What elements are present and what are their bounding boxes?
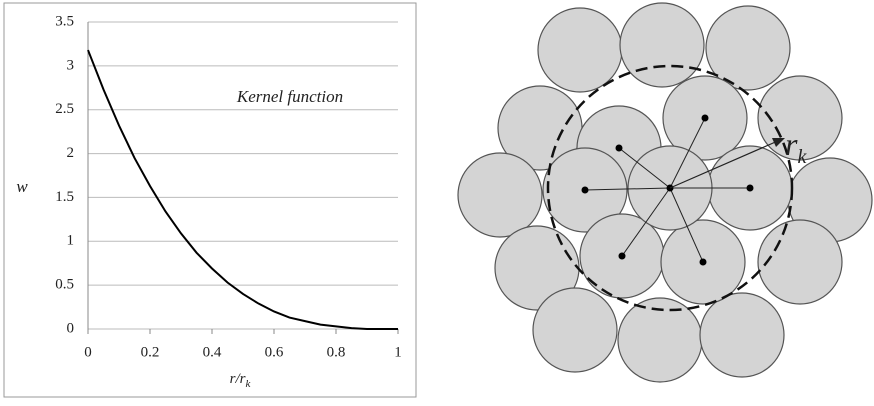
particle-center	[702, 115, 709, 122]
radius-label-main: r	[785, 126, 798, 162]
particle-center	[747, 185, 754, 192]
particle	[706, 6, 790, 90]
y-tick-label: 0.5	[55, 277, 74, 293]
particle-center	[700, 259, 707, 266]
x-tick-label: 0.8	[327, 344, 346, 360]
particle	[700, 293, 784, 377]
particle	[538, 8, 622, 92]
x-axis-label: r/rk	[230, 371, 252, 389]
y-tick-label: 1	[67, 233, 75, 249]
radius-label-sub: k	[797, 146, 807, 168]
particle-center	[582, 187, 589, 194]
y-tick-label: 2.5	[55, 101, 74, 117]
particle	[533, 288, 617, 372]
particle-center	[619, 253, 626, 260]
chart: 0 0.5 1 1.5 2 2.5 3 3.5 0 0.2 0.4 0.6 0.8 1	[55, 13, 402, 360]
x-axis-label-main: r/r	[230, 371, 246, 387]
y-tick-label: 0	[67, 320, 75, 336]
x-tick-label: 0.6	[265, 344, 284, 360]
x-tick-label: 0.2	[141, 344, 160, 360]
y-tick-label: 3.5	[55, 13, 74, 29]
particle	[458, 153, 542, 237]
particle	[758, 220, 842, 304]
y-tick-label: 2	[67, 145, 75, 161]
x-tick-label: 0.4	[203, 344, 222, 360]
y-tick-label: 1.5	[55, 189, 74, 205]
particle-center	[616, 145, 623, 152]
annotation: Kernel function	[236, 87, 343, 106]
particle	[620, 3, 704, 87]
y-axis-label: w	[16, 177, 28, 196]
x-axis-label-sub: k	[245, 378, 251, 390]
x-tick-label: 1	[394, 344, 402, 360]
y-tick-label: 3	[67, 57, 75, 73]
x-tick-label: 0	[84, 344, 92, 360]
diagram	[458, 3, 872, 382]
page: 0 0.5 1 1.5 2 2.5 3 3.5 0 0.2 0.4 0.6 0.8 1 Kernel fu…	[0, 0, 874, 401]
